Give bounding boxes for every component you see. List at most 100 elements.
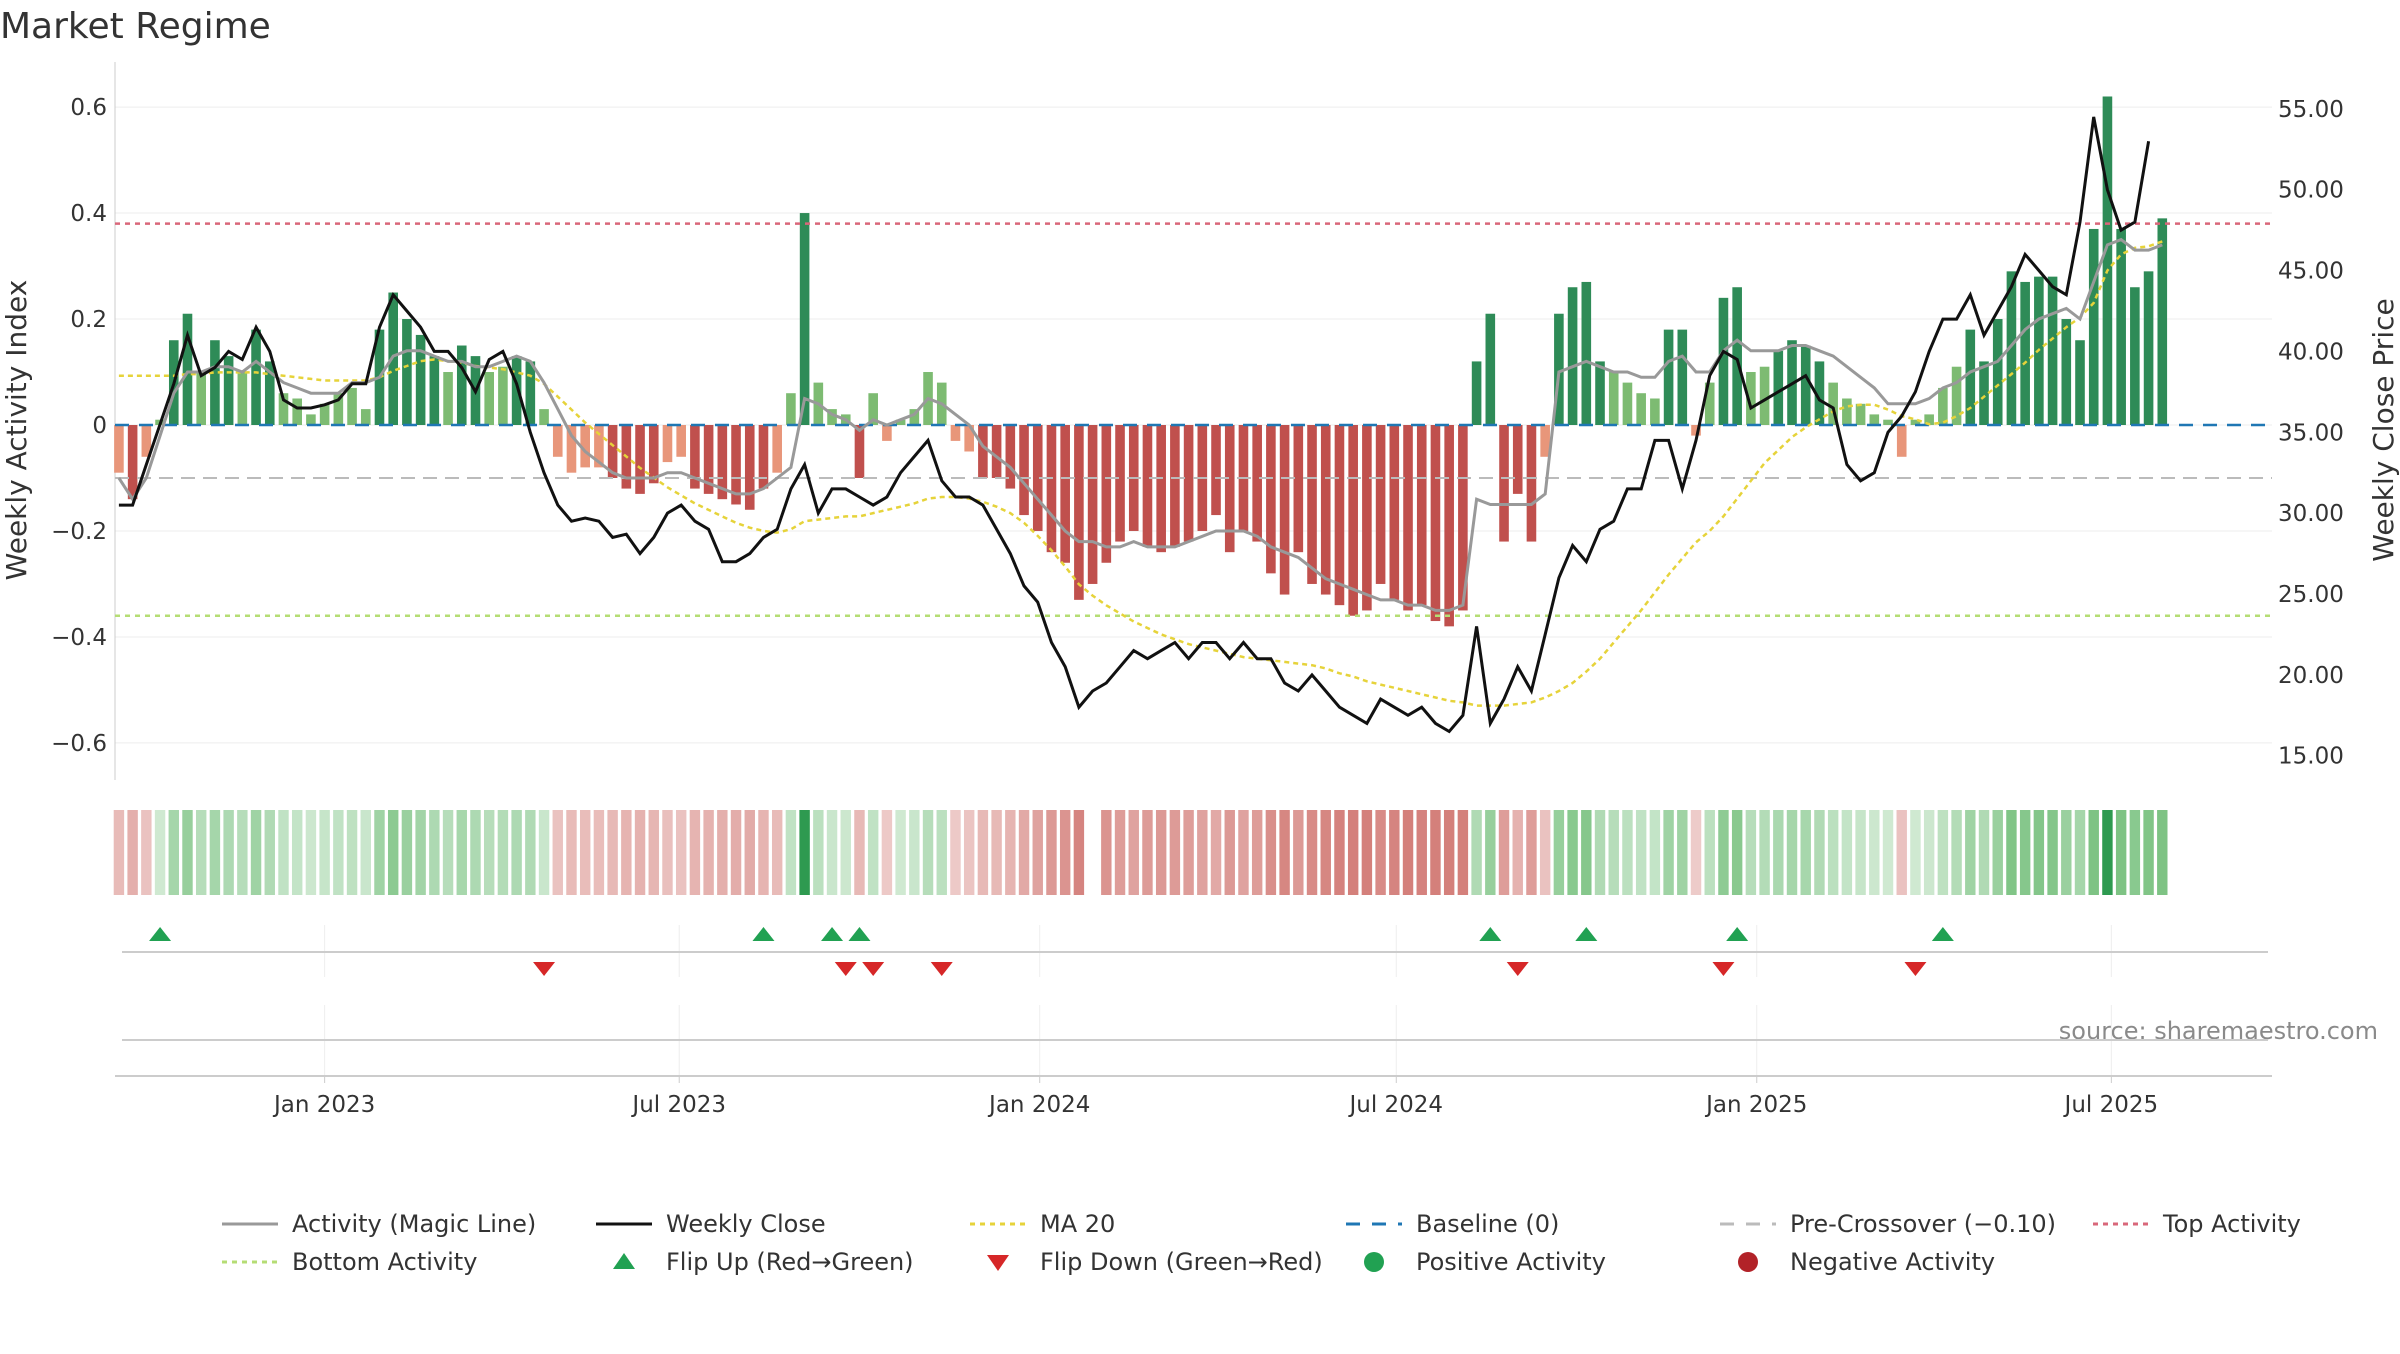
regime-cell (1759, 810, 1770, 895)
regime-cell (909, 810, 920, 895)
regime-cell (1114, 810, 1126, 895)
regime-cell (991, 810, 1002, 895)
activity-bar (1416, 425, 1427, 606)
legend-item: Pre-Crossover (−0.10) (1720, 1210, 2056, 1238)
flip-down-marker (1904, 962, 1927, 976)
regime-cell (1265, 810, 1277, 895)
magic-line (117, 237, 2163, 612)
flip-down-marker (533, 962, 556, 976)
activity-bar (1732, 287, 1742, 425)
legend-item: Top Activity (2093, 1210, 2301, 1238)
regime-cell (1471, 810, 1482, 895)
regime-cell (374, 810, 385, 895)
legend-label: Flip Down (Green→Red) (1040, 1248, 1323, 1276)
regime-cell (2006, 810, 2017, 895)
y2-tick-label: 40.00 (2278, 339, 2344, 365)
regime-cell (1951, 810, 1962, 895)
activity-bar (1910, 419, 1921, 425)
activity-bar (1156, 425, 1166, 553)
regime-cell (895, 810, 906, 895)
regime-cell (525, 810, 536, 895)
activity-bar (1896, 425, 1907, 457)
activity-bar (648, 425, 659, 484)
activity-bar (484, 372, 494, 425)
regime-cell (182, 810, 193, 895)
activity-bar (182, 313, 193, 425)
activity-bar (1293, 425, 1304, 553)
y2-tick-label: 30.00 (2278, 501, 2344, 527)
activity-bar (1211, 425, 1221, 516)
flip-down-marker (1712, 962, 1735, 976)
legend-item: Weekly Close (596, 1210, 826, 1238)
regime-cell (387, 810, 399, 895)
activity-bar (744, 425, 755, 510)
activity-bar (1677, 329, 1688, 425)
activity-bar (1883, 419, 1893, 425)
regime-cell (2033, 810, 2045, 895)
regime-cell (717, 810, 728, 895)
regime-cell (826, 810, 838, 895)
activity-bar (1595, 361, 1605, 425)
activity-bar (1005, 425, 1016, 489)
regime-cell (141, 810, 152, 895)
activity-bar (594, 425, 604, 468)
legend-item: Flip Up (Red→Green) (613, 1248, 914, 1276)
regime-cell (1416, 810, 1427, 895)
regime-cell (1059, 810, 1071, 895)
legend-item: Bottom Activity (222, 1248, 477, 1276)
activity-bar (758, 425, 769, 489)
regime-cell (1210, 810, 1222, 895)
chart-title: Market Regime (0, 6, 271, 47)
regime-cell (401, 810, 413, 895)
activity-bar (1183, 425, 1194, 542)
activity-bar (882, 425, 892, 441)
regime-cell (1539, 810, 1551, 895)
activity-bar (2143, 271, 2154, 425)
activity-bar (1581, 281, 1592, 425)
regime-cell (867, 810, 879, 895)
activity-bar (1458, 425, 1468, 611)
x-tick-label: Jul 2024 (1347, 1092, 1443, 1118)
regime-cell (634, 810, 646, 895)
legend-swatch (613, 1253, 635, 1269)
regime-cell (1827, 810, 1839, 895)
activity-bar (1938, 387, 1948, 425)
regime-cell (1608, 810, 1619, 895)
activity-bar (1060, 425, 1070, 563)
regime-cell (1649, 810, 1661, 895)
regime-cell (840, 810, 851, 895)
regime-cell (1992, 810, 2003, 895)
activity-bar (456, 345, 467, 425)
regime-cell (1677, 810, 1688, 895)
activity-bar (2157, 218, 2168, 425)
activity-bar (237, 372, 248, 425)
regime-cell (689, 810, 701, 895)
regime-cell (1910, 810, 1921, 895)
regime-cell (813, 810, 824, 895)
y2-tick-label: 35.00 (2278, 420, 2344, 446)
regime-cell (2129, 810, 2141, 895)
regime-cell (209, 810, 221, 895)
activity-bar (2116, 228, 2126, 425)
activity-bar (731, 425, 741, 505)
activity-bar (895, 419, 906, 425)
y2-tick-label: 15.00 (2278, 744, 2344, 770)
regime-cell (1553, 810, 1565, 895)
activity-bar (525, 361, 536, 425)
activity-bar (498, 366, 508, 425)
regime-cell (278, 810, 289, 895)
regime-cell (1032, 810, 1043, 895)
regime-cell (429, 810, 440, 895)
regime-cell (1306, 810, 1318, 895)
activity-bar (1759, 366, 1770, 425)
activity-bar (717, 425, 728, 500)
regime-cell (1567, 810, 1578, 895)
regime-cell (168, 810, 179, 895)
regime-cell (195, 810, 207, 895)
x-tick-label: Jan 2024 (987, 1092, 1090, 1118)
regime-cell (1443, 810, 1455, 895)
regime-cell (483, 810, 495, 895)
activity-bar (1403, 425, 1413, 611)
legend-label: MA 20 (1040, 1210, 1115, 1238)
regime-cell (1800, 810, 1811, 895)
